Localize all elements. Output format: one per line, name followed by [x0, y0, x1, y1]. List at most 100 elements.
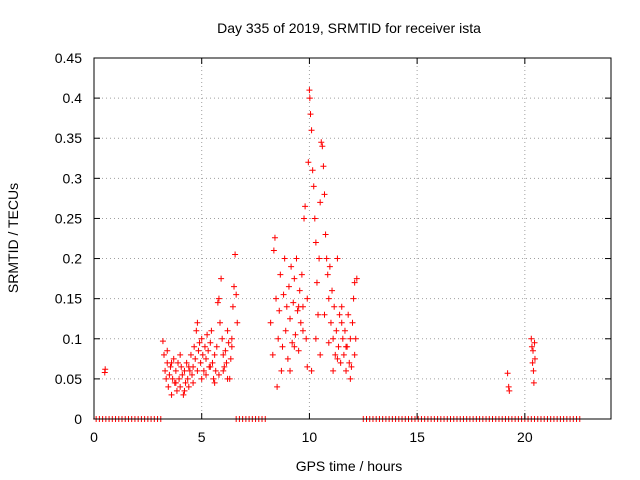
data-point: [182, 379, 189, 386]
data-point: [316, 255, 323, 262]
data-point: [336, 311, 343, 318]
data-point: [289, 339, 296, 346]
data-points: [93, 87, 583, 422]
data-point: [331, 303, 338, 310]
data-point: [224, 327, 231, 334]
data-point: [228, 343, 235, 350]
data-point: [291, 275, 298, 282]
axis-ticks: 0 5 10 15 20 0 0.05 0.1 0.15 0.2 0.25 0.3 0.35 0.4 0.4…: [55, 50, 611, 445]
data-point: [333, 327, 340, 334]
data-point: [530, 379, 537, 386]
data-point: [167, 363, 174, 370]
gridlines: [94, 58, 611, 419]
data-point: [293, 255, 300, 262]
data-point: [347, 335, 354, 342]
y-tick-label: 0.2: [63, 251, 83, 267]
data-point: [291, 343, 298, 350]
data-point: [173, 387, 180, 394]
data-point: [170, 355, 177, 362]
y-tick-label: 0.1: [63, 331, 83, 347]
data-point: [531, 355, 538, 362]
data-point: [279, 343, 286, 350]
data-point: [211, 351, 218, 358]
data-point: [231, 283, 238, 290]
data-point: [338, 319, 345, 326]
data-point: [168, 391, 175, 398]
data-point: [340, 351, 347, 358]
data-point: [159, 338, 166, 345]
data-point: [335, 343, 342, 350]
data-point: [330, 367, 337, 374]
data-point: [301, 215, 308, 222]
data-point: [194, 319, 201, 326]
data-point: [213, 343, 220, 350]
data-point: [281, 255, 288, 262]
data-point: [187, 351, 194, 358]
data-point: [280, 291, 287, 298]
data-point: [234, 319, 241, 326]
data-point: [351, 351, 358, 358]
data-point: [165, 383, 172, 390]
data-point: [528, 343, 535, 350]
data-point: [198, 375, 205, 382]
x-tick-label: 5: [198, 429, 206, 445]
data-point: [180, 391, 187, 398]
data-point: [303, 335, 310, 342]
y-tick-label: 0.15: [55, 291, 82, 307]
data-point: [351, 279, 358, 286]
data-point: [191, 343, 198, 350]
data-point: [162, 367, 169, 374]
data-point: [347, 375, 354, 382]
data-point: [278, 367, 285, 374]
data-point: [190, 379, 197, 386]
data-point: [169, 375, 176, 382]
data-point: [308, 127, 315, 134]
data-point: [320, 163, 327, 170]
data-point: [200, 367, 207, 374]
data-point: [294, 307, 301, 314]
data-point: [186, 367, 193, 374]
data-point: [341, 327, 348, 334]
y-tick-label: 0.4: [63, 90, 83, 106]
data-point: [319, 143, 326, 150]
data-point: [313, 279, 320, 286]
data-point: [327, 319, 334, 326]
data-point: [271, 234, 278, 241]
data-point: [203, 355, 210, 362]
data-point: [323, 255, 330, 262]
data-point: [288, 263, 295, 270]
data-point: [348, 363, 355, 370]
data-point: [166, 371, 173, 378]
data-point: [296, 287, 303, 294]
data-point: [178, 363, 185, 370]
data-point: [287, 315, 294, 322]
data-point: [102, 366, 109, 373]
data-point: [228, 335, 235, 342]
data-point: [292, 331, 299, 338]
data-point: [505, 383, 512, 390]
data-point: [346, 359, 353, 366]
data-point: [295, 303, 302, 310]
data-point: [209, 359, 216, 366]
data-point: [181, 387, 188, 394]
data-point: [317, 199, 324, 206]
data-point: [218, 275, 225, 282]
x-tick-label: 10: [302, 429, 318, 445]
data-point: [269, 351, 276, 358]
data-point: [276, 307, 283, 314]
data-point: [337, 359, 344, 366]
data-point: [504, 370, 511, 377]
data-point: [195, 347, 202, 354]
data-point: [297, 319, 304, 326]
data-point: [189, 371, 196, 378]
data-point: [506, 387, 513, 394]
x-tick-label: 15: [409, 429, 425, 445]
data-point: [529, 359, 536, 366]
data-point: [321, 311, 328, 318]
data-point: [317, 351, 324, 358]
data-point: [275, 335, 282, 342]
y-tick-label: 0: [74, 411, 82, 427]
data-point: [304, 295, 311, 302]
x-tick-label: 20: [517, 429, 533, 445]
data-point: [531, 339, 538, 346]
